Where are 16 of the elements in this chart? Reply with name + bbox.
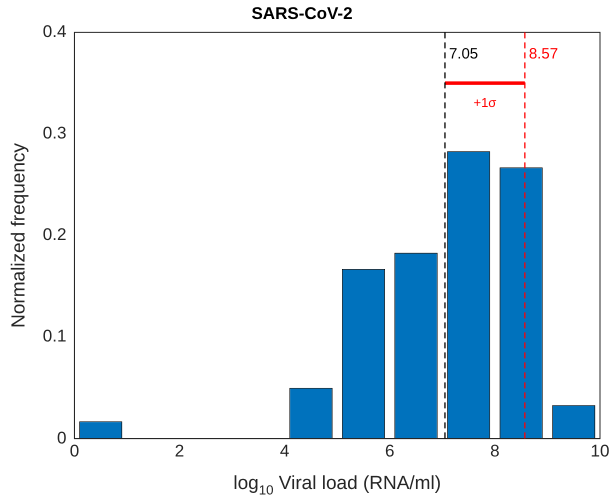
y-tick-label: 0.2 <box>42 225 66 244</box>
x-tick-label: 8 <box>490 441 500 460</box>
y-tick-label: 0.3 <box>42 124 66 143</box>
y-tick-label: 0 <box>56 428 66 448</box>
x-tick-label: 10 <box>590 441 610 460</box>
y-axis-title: Normalized frequency <box>8 142 30 328</box>
annotation: +1σ <box>473 94 496 110</box>
y-tick-label: 0.1 <box>42 326 66 346</box>
ref-line-label: 8.57 <box>528 46 558 63</box>
y-tick-label: 0.4 <box>42 22 66 42</box>
chart-title: SARS-CoV-2 <box>251 4 353 23</box>
x-tick-label: 4 <box>280 441 290 460</box>
ref-line-label: 7.05 <box>448 46 478 63</box>
x-tick-label: 6 <box>385 441 395 460</box>
x-tick-label: 0 <box>70 441 80 460</box>
x-tick-label: 2 <box>174 441 184 460</box>
